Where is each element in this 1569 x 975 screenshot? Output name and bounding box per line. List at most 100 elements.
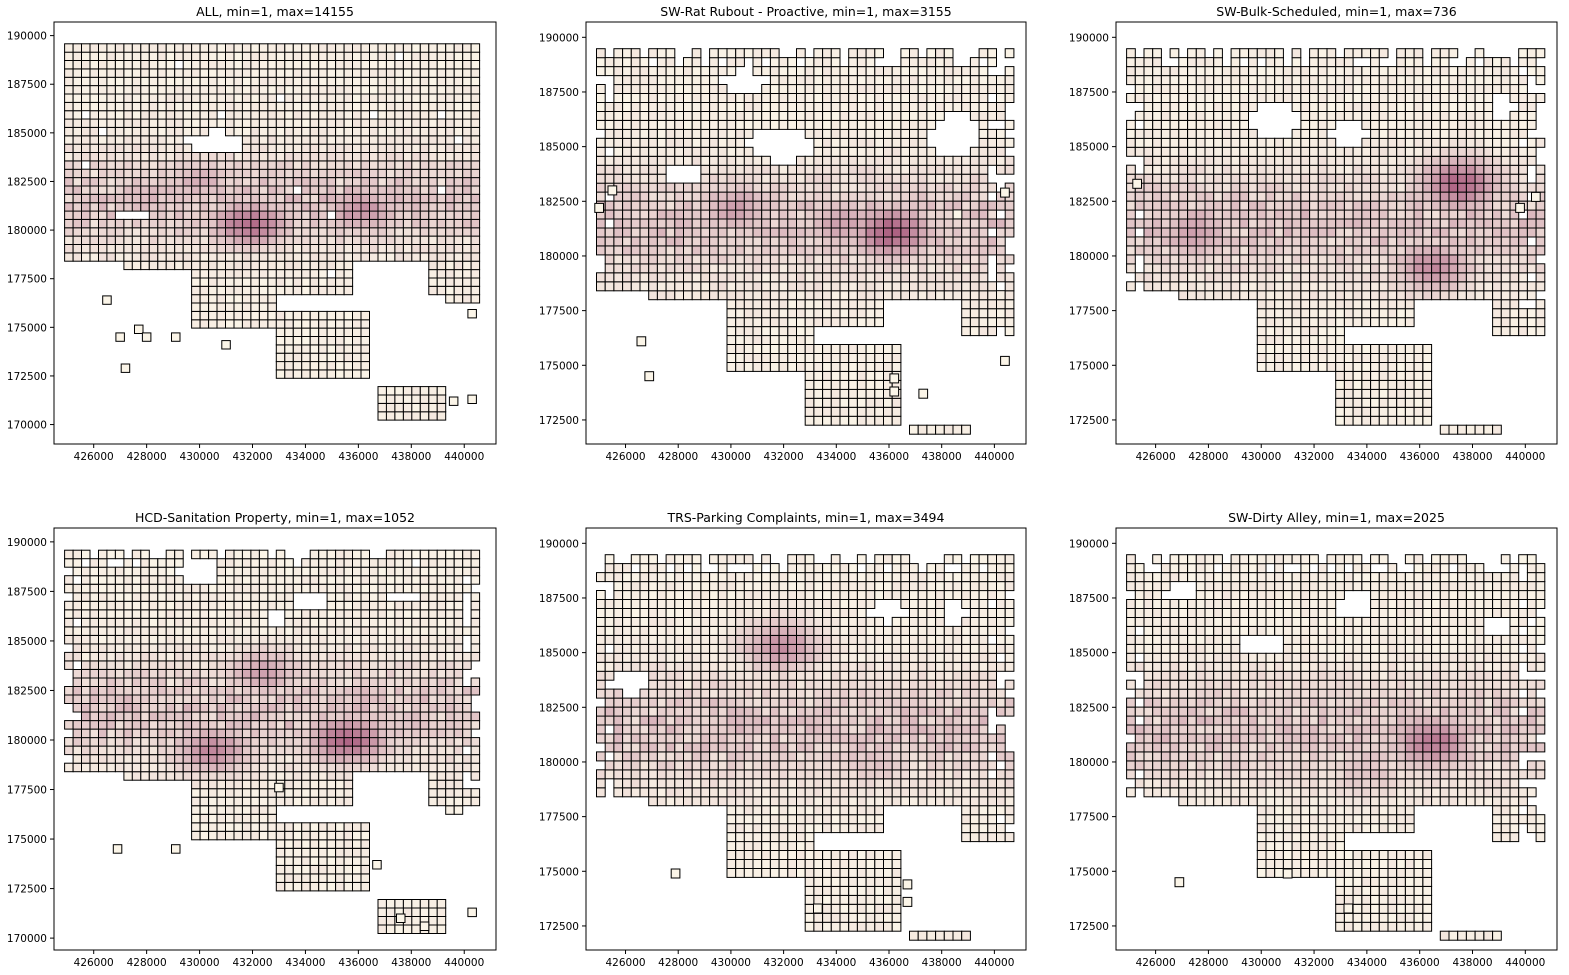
grid-cell — [436, 76, 447, 87]
grid-cell — [804, 173, 815, 184]
grid-cell — [700, 281, 711, 292]
grid-cell — [700, 236, 711, 247]
grid-cell — [656, 200, 667, 211]
grid-cell — [987, 245, 997, 256]
grid-cell — [174, 85, 184, 95]
grid-cell — [639, 281, 650, 292]
grid-cell — [326, 361, 337, 371]
grid-cell — [402, 126, 413, 137]
grid-cell — [1160, 164, 1171, 175]
grid-cell — [182, 643, 193, 653]
grid-cell — [700, 75, 711, 86]
grid-cell — [1413, 191, 1424, 202]
grid-cell — [1160, 119, 1171, 130]
grid-cell — [1309, 200, 1319, 211]
grid-cell — [1343, 272, 1354, 283]
grid-cell — [1404, 317, 1415, 328]
grid-cell — [225, 101, 235, 112]
grid-cell — [1317, 254, 1328, 265]
grid-cell — [275, 210, 286, 220]
grid-cell — [830, 110, 841, 121]
grid-cell — [1213, 93, 1223, 103]
grid-cell — [335, 277, 345, 287]
grid-cell — [258, 76, 269, 87]
grid-cell — [114, 51, 125, 61]
grid-cell — [1282, 75, 1293, 86]
grid-cell — [961, 75, 971, 86]
grid-cell — [1526, 227, 1537, 238]
grid-cell — [199, 269, 210, 279]
grid-cell — [787, 164, 797, 175]
grid-cell — [106, 193, 116, 204]
grid-cell — [656, 75, 667, 86]
grid-cell — [1126, 191, 1136, 202]
grid-cell — [1448, 128, 1459, 139]
grid-cell — [1274, 281, 1284, 292]
grid-cell — [1256, 290, 1267, 301]
grid-cell — [318, 218, 328, 229]
grid-cell — [233, 244, 243, 254]
grid-cell — [761, 93, 771, 103]
grid-cell — [64, 617, 74, 628]
grid-cell — [267, 235, 277, 246]
grid-cell — [1500, 200, 1511, 211]
grid-cell — [1134, 236, 1145, 247]
grid-cell — [284, 168, 294, 179]
grid-cell — [709, 48, 719, 59]
grid-cell — [318, 135, 328, 145]
grid-cell — [1396, 66, 1406, 77]
grid-cell — [352, 76, 362, 87]
grid-cell — [1152, 75, 1162, 86]
grid-cell — [978, 209, 989, 220]
grid-cell — [182, 728, 193, 739]
grid-cell — [165, 202, 176, 212]
grid-cell — [1518, 290, 1528, 301]
grid-cell — [804, 218, 815, 229]
grid-cell — [165, 227, 176, 237]
grid-cell — [1483, 75, 1494, 86]
grid-cell — [1465, 200, 1476, 211]
grid-cell — [106, 101, 116, 112]
grid-cell — [726, 93, 737, 103]
grid-cell — [1448, 218, 1459, 229]
grid-cell — [1221, 236, 1232, 247]
grid-cell — [961, 272, 971, 283]
grid-cell — [1378, 388, 1389, 399]
grid-cell — [1309, 218, 1319, 229]
grid-cell — [978, 48, 989, 59]
grid-cell — [1230, 281, 1241, 292]
grid-cell — [343, 369, 354, 379]
grid-cell — [839, 155, 850, 166]
grid-cell — [865, 281, 876, 292]
grid-cell — [761, 84, 771, 94]
grid-cell — [1317, 335, 1328, 345]
grid-cell — [377, 394, 387, 404]
grid-cell — [1474, 263, 1485, 274]
grid-cell — [691, 182, 702, 193]
grid-cell — [1317, 263, 1328, 274]
grid-cell — [778, 110, 789, 121]
grid-cell — [1457, 182, 1467, 193]
grid-cell — [411, 143, 421, 154]
grid-cell — [1309, 344, 1319, 354]
grid-cell — [596, 218, 606, 229]
grid-cell — [891, 272, 902, 283]
grid-cell — [1439, 155, 1450, 166]
grid-cell — [241, 110, 252, 120]
grid-cell — [89, 85, 99, 95]
grid-cell — [926, 254, 937, 265]
grid-cell — [778, 191, 789, 202]
grid-cell — [900, 75, 911, 86]
grid-cell — [1413, 155, 1424, 166]
grid-cell — [822, 290, 832, 301]
grid-cell — [891, 209, 902, 220]
grid-cell — [165, 135, 176, 145]
grid-cell — [301, 235, 311, 246]
grid-cell — [114, 135, 125, 145]
grid-cell — [787, 218, 797, 229]
grid-cell — [1509, 317, 1520, 328]
grid-cell — [453, 202, 464, 212]
grid-cell — [691, 272, 702, 283]
grid-cell — [140, 135, 150, 145]
grid-cell — [874, 236, 884, 247]
